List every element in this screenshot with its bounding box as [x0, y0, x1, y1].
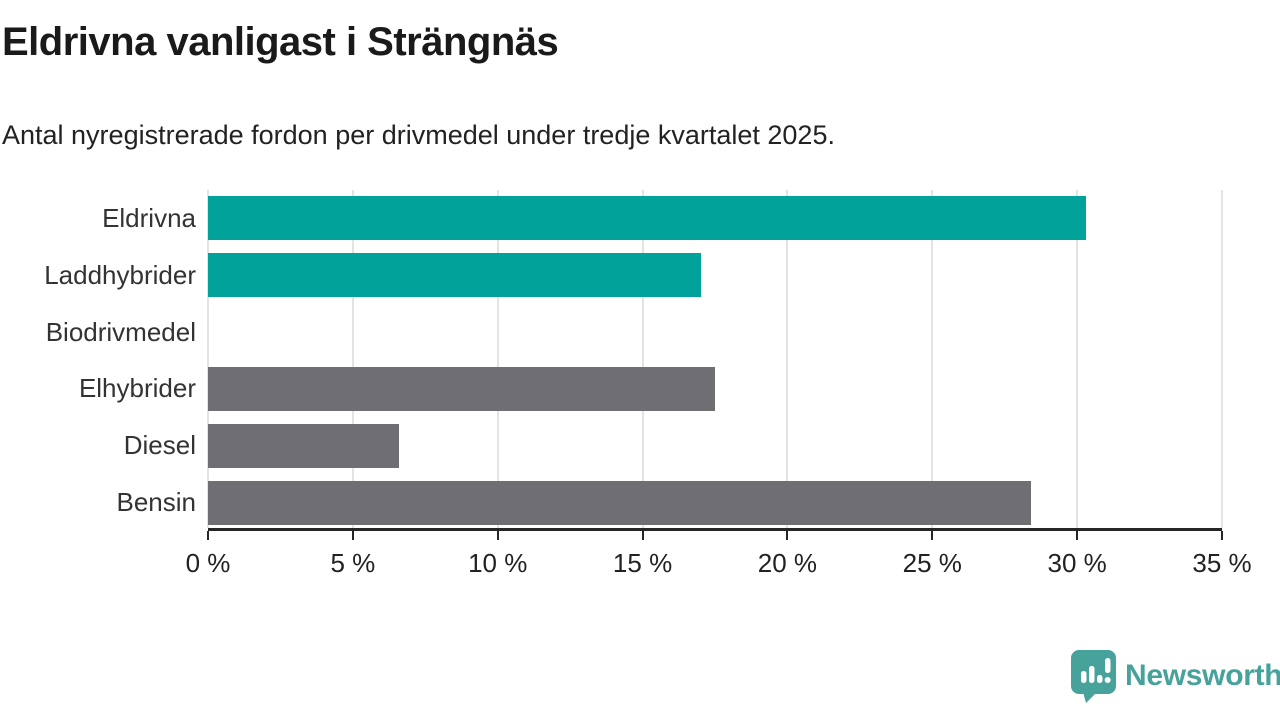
bar-track [208, 474, 1222, 531]
gridline [1076, 190, 1079, 528]
bar-track [208, 304, 1222, 361]
gridline [641, 190, 644, 528]
chart-subtitle: Antal nyregistrerade fordon per drivmede… [2, 120, 835, 150]
bar-track [208, 190, 1222, 247]
bar-row: Biodrivmedel [0, 304, 1222, 361]
bar-row: Bensin [0, 474, 1222, 531]
x-axis-tick [496, 531, 499, 540]
gridline [351, 190, 354, 528]
x-axis-tick-label: 10 % [468, 548, 528, 578]
bar-bensin [208, 480, 1031, 525]
x-axis-tick [351, 531, 354, 540]
bar-elhybrider [208, 366, 715, 411]
category-label: Elhybrider [78, 373, 196, 404]
chart-title: Eldrivna vanligast i Strängnäs [2, 20, 559, 64]
bar-track [208, 247, 1222, 304]
x-axis-tick [931, 531, 934, 540]
category-label: Biodrivmedel [45, 316, 196, 347]
brand-logo[interactable]: Newsworthy [1070, 648, 1280, 704]
x-axis-tick-label: 30 % [1047, 548, 1107, 578]
bar-diesel [208, 423, 400, 468]
bar-eldrivna [208, 196, 1086, 241]
bar-row: Laddhybrider [0, 247, 1222, 304]
x-axis-tick [1076, 531, 1079, 540]
category-label: Diesel [123, 430, 196, 461]
x-axis-tick-label: 35 % [1192, 548, 1252, 578]
category-label: Laddhybrider [44, 259, 196, 290]
category-label: Eldrivna [102, 202, 196, 233]
category-label: Bensin [116, 487, 197, 518]
bar-track [208, 360, 1222, 417]
x-axis-tick [786, 531, 789, 540]
x-axis-tick-label: 0 % [185, 548, 231, 578]
gridline [931, 190, 934, 528]
brand-name: Newsworthy [1125, 659, 1280, 692]
bar-row: Diesel [0, 417, 1222, 474]
gridline [207, 190, 209, 528]
gridline [1221, 190, 1223, 528]
x-axis-tick-label: 25 % [902, 548, 962, 578]
x-axis-tick-label: 5 % [330, 548, 376, 578]
plot-area: 0 % 5 % 10 % 15 % 20 % 25 % 30 % 35 % [186, 190, 1252, 578]
gridline [496, 190, 499, 528]
gridline [786, 190, 789, 528]
bar-row: Elhybrider [0, 360, 1222, 417]
bar-chart-speech-bubble-icon [1070, 649, 1117, 703]
bar-row: Eldrivna [0, 190, 1222, 247]
x-axis-tick [207, 531, 209, 540]
bar-rows: Eldrivna Laddhybrider Biodrivmedel Elhybrid… [0, 190, 1222, 531]
bar-track [208, 417, 1222, 474]
x-axis-tick [1221, 531, 1223, 540]
x-axis-tick-label: 15 % [612, 548, 673, 578]
x-axis-tick-label: 20 % [757, 548, 818, 578]
x-axis-tick [641, 531, 644, 540]
bar-laddhybrider [208, 253, 701, 298]
